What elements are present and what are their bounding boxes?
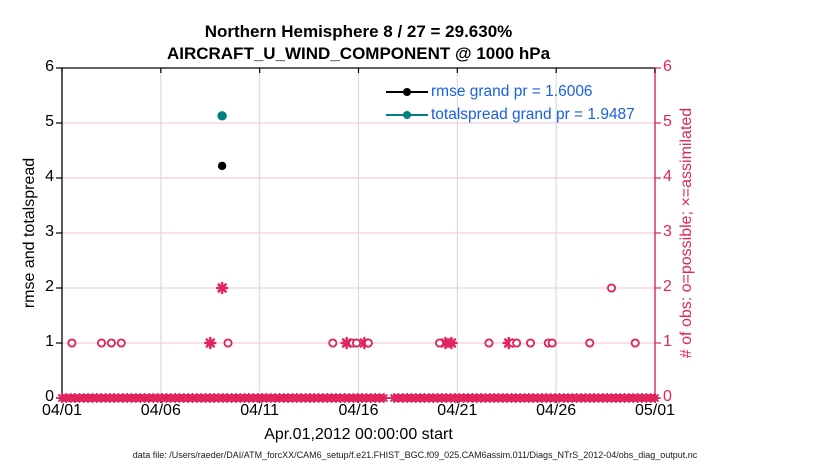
totalspread-line-marker-icon <box>386 110 428 120</box>
x-axis-label: Apr.01,2012 00:00:00 start <box>264 426 453 443</box>
x-tick-label: 04/26 <box>536 402 577 419</box>
left-y-tick-label: 3 <box>45 223 54 240</box>
right-y-tick-label: 3 <box>663 223 672 240</box>
right-y-tick-label: 0 <box>663 388 672 405</box>
chart-title-line1: Northern Hemisphere 8 / 27 = 29.630% <box>204 22 513 41</box>
right-y-tick-label: 6 <box>663 58 672 75</box>
data-file-path: data file: /Users/raeder/DAI/ATM_forcXX/… <box>132 450 698 460</box>
left-y-tick-label: 5 <box>45 113 54 130</box>
right-y-tick-label: 2 <box>663 278 672 295</box>
x-tick-label: 04/11 <box>240 402 280 419</box>
legend-row-totalspread: totalspread grand pr = 1.9487 <box>386 103 635 126</box>
legend: rmse grand pr = 1.6006 totalspread grand… <box>386 80 635 126</box>
chart-title-line2: AIRCRAFT_U_WIND_COMPONENT @ 1000 hPa <box>166 44 551 63</box>
left-y-tick-label: 1 <box>45 333 54 350</box>
x-tick-label: 04/06 <box>140 402 181 419</box>
legend-row-rmse: rmse grand pr = 1.6006 <box>386 80 635 103</box>
left-y-tick-label: 6 <box>45 58 54 75</box>
left-y-tick-label: 0 <box>45 388 54 405</box>
legend-label-totalspread: totalspread grand pr = 1.9487 <box>431 105 635 123</box>
legend-label-rmse: rmse grand pr = 1.6006 <box>431 82 593 100</box>
right-y-tick-label: 5 <box>663 113 672 130</box>
left-y-tick-label: 4 <box>45 168 54 185</box>
x-tick-label: 05/01 <box>634 402 676 419</box>
x-tick-label: 04/01 <box>41 402 83 419</box>
right-y-tick-label: 4 <box>663 168 672 185</box>
left-y-tick-label: 2 <box>45 278 54 295</box>
rmse-line-marker-icon <box>386 87 428 97</box>
x-tick-label: 04/16 <box>338 402 379 419</box>
x-tick-label: 04/21 <box>437 402 478 419</box>
right-y-tick-label: 1 <box>663 333 672 350</box>
